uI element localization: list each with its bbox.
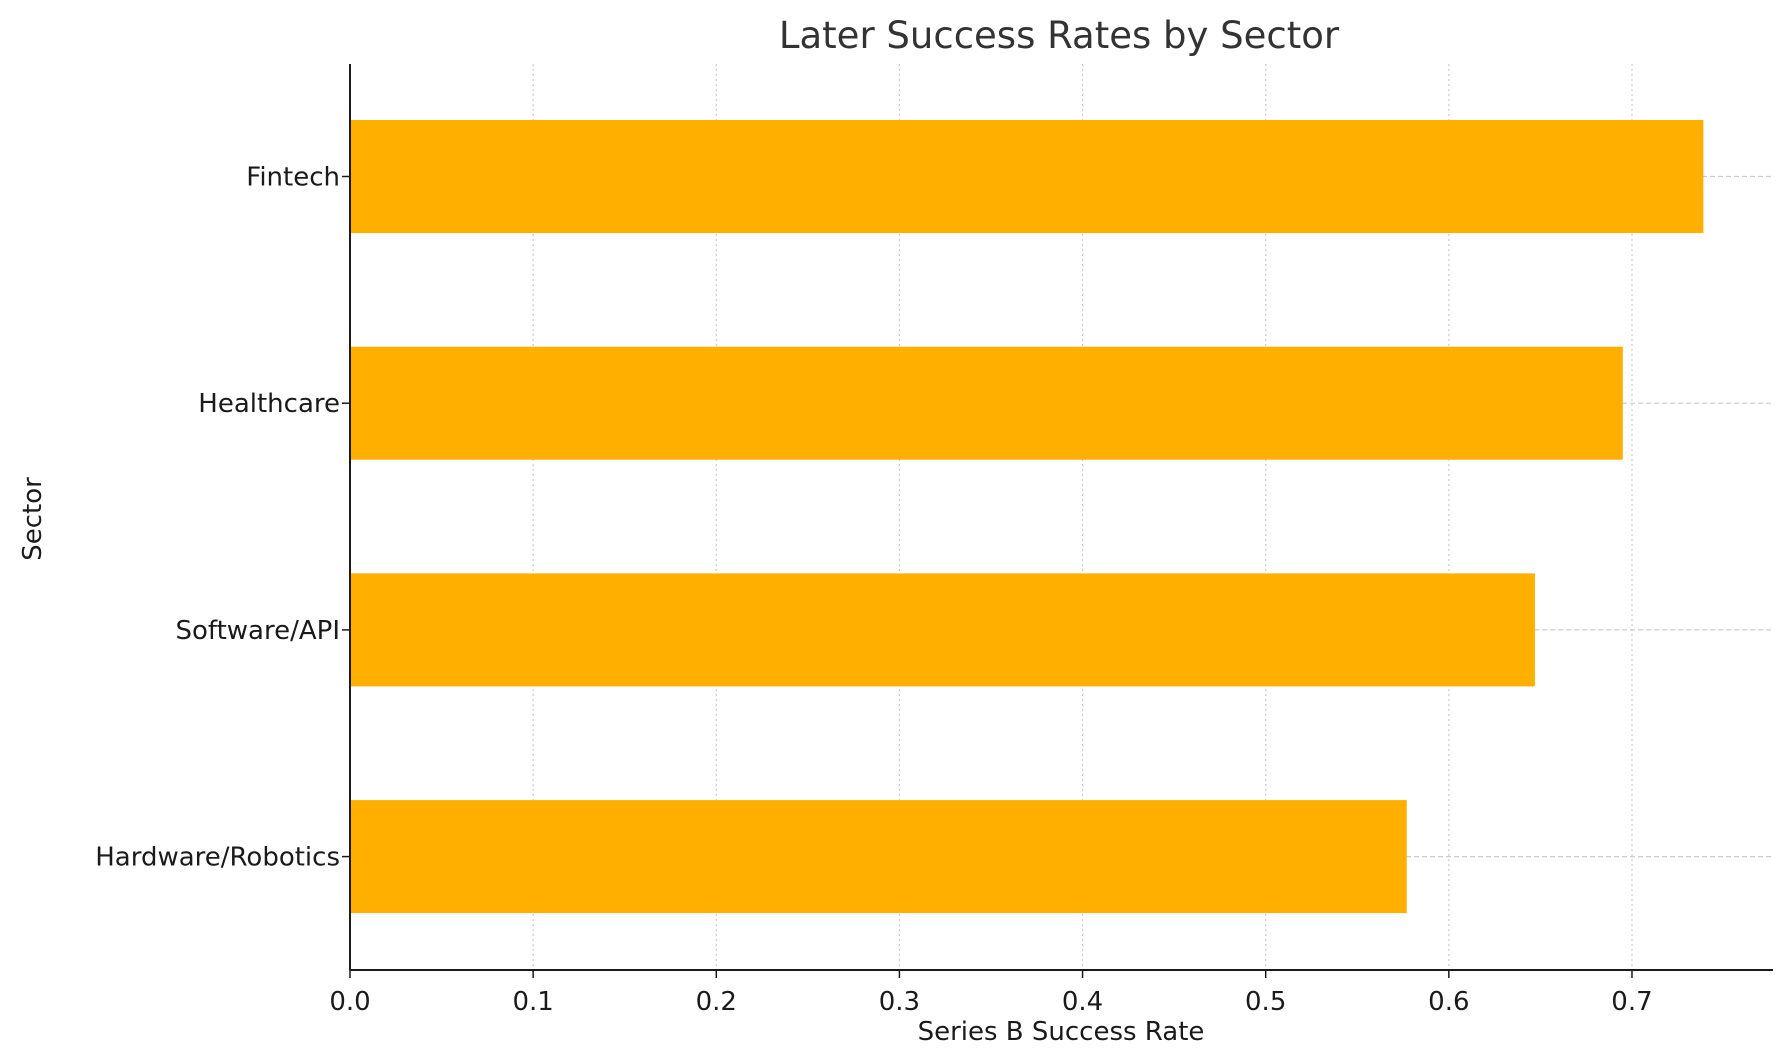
- y-tick-label: Healthcare: [198, 389, 340, 419]
- x-tick-label: 0.2: [696, 987, 737, 1017]
- x-ticks: 0.0 0.1 0.2 0.3 0.4 0.5 0.6 0.7: [329, 970, 1653, 1017]
- y-tick-label: Fintech: [246, 163, 340, 193]
- y-ticks: Fintech Healthcare Software/API Hardware/Ro…: [95, 163, 350, 873]
- x-tick-label: 0.5: [1245, 987, 1286, 1017]
- chart-title: Later Success Rates by Sector: [779, 14, 1340, 57]
- bars: [350, 120, 1704, 914]
- x-tick-label: 0.4: [1062, 987, 1103, 1017]
- bar: [350, 573, 1535, 687]
- y-tick-label: Hardware/Robotics: [95, 843, 340, 873]
- bar: [350, 346, 1623, 460]
- x-axis-label: Series B Success Rate: [918, 1017, 1205, 1047]
- x-tick-label: 0.7: [1611, 987, 1652, 1017]
- x-tick-label: 0.6: [1428, 987, 1469, 1017]
- y-axis-label: Sector: [18, 477, 48, 561]
- x-tick-label: 0.1: [512, 987, 553, 1017]
- x-tick-label: 0.3: [879, 987, 920, 1017]
- bar: [350, 120, 1704, 233]
- bar: [350, 800, 1407, 914]
- y-tick-label: Software/API: [175, 616, 340, 646]
- x-tick-label: 0.0: [329, 987, 370, 1017]
